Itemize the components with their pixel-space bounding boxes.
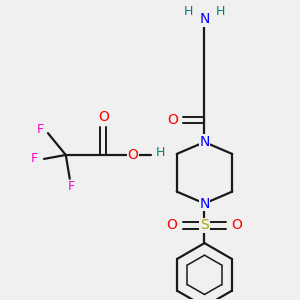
Text: O: O: [98, 110, 109, 124]
Text: F: F: [37, 123, 44, 136]
Text: H: H: [156, 146, 166, 160]
Text: N: N: [199, 135, 210, 149]
Text: O: O: [232, 218, 243, 232]
Text: N: N: [199, 196, 210, 211]
Text: H: H: [216, 5, 225, 18]
Text: F: F: [31, 152, 38, 165]
Text: N: N: [199, 12, 210, 26]
Text: O: O: [167, 113, 178, 127]
Text: O: O: [128, 148, 139, 162]
Text: O: O: [167, 218, 177, 232]
Text: F: F: [68, 180, 75, 193]
Text: H: H: [184, 5, 193, 18]
Text: S: S: [200, 218, 209, 232]
